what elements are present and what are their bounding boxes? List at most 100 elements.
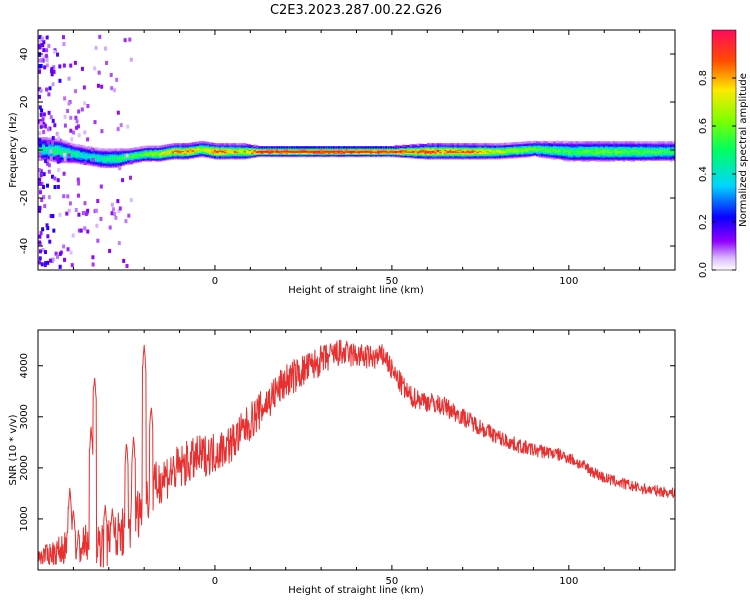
heatmap-noise-cell [91,255,95,260]
heatmap-cell [649,141,653,144]
heatmap-noise-cell [45,58,49,63]
heatmap-cell [186,143,190,146]
heatmap-noise-cell [45,183,49,188]
heatmap-noise-cell [83,226,87,231]
heatmap-cell [142,145,145,149]
heatmap-noise-cell [46,140,50,145]
heatmap-noise-cell [38,138,42,143]
spectrogram-ytick-label: -20 [19,190,30,206]
heatmap-noise-cell [47,110,51,115]
snr-ytick-label: 3000 [19,404,30,429]
heatmap-cell [290,146,294,149]
heatmap-noise-cell [45,223,49,228]
heatmap-cell [659,141,663,144]
heatmap-cell [308,146,311,149]
heatmap-noise-cell [53,123,57,128]
heatmap-cell [166,144,170,147]
heatmap-noise-cell [38,240,42,245]
heatmap-cell [672,141,675,144]
heatmap-noise-cell [51,257,55,262]
heatmap-cell [555,140,559,143]
heatmap-noise-cell [83,101,87,106]
heatmap-noise-cell [46,226,50,231]
heatmap-noise-cell [58,251,62,256]
heatmap-cell [50,137,53,141]
spectrogram-ytick-label: -40 [19,238,30,254]
heatmap-cell [330,146,333,149]
heatmap-noise-cell [116,127,120,132]
heatmap-noise-cell [47,163,51,168]
heatmap-noise-cell [105,60,109,65]
heatmap-cell [132,147,135,150]
heatmap-cell [481,143,484,146]
colorbar-tick-label: 0.6 [698,118,709,134]
heatmap-cell [189,142,192,146]
heatmap-noise-cell [53,185,57,190]
heatmap-cell [612,141,616,144]
heatmap-noise-cell [115,77,119,82]
heatmap-noise-cell [114,215,118,220]
heatmap-cell [315,146,318,149]
heatmap-noise-cell [63,152,67,157]
heatmap-cell [146,145,150,148]
heatmap-cell [585,141,588,144]
heatmap-cell [543,141,546,144]
heatmap-noise-cell [45,63,49,68]
heatmap-cell [303,146,306,149]
heatmap-noise-cell [126,124,130,129]
heatmap-cell [632,141,635,144]
heatmap-noise-cell [39,88,43,93]
heatmap-noise-cell [38,131,42,136]
snr-panel: 0 50 100 1000 2000 3000 4000 Height of straigh… [8,329,676,596]
snr-ylabel: SNR (10 * v/v) [8,414,19,485]
heatmap-noise-cell [97,70,101,75]
heatmap-cell [513,142,517,145]
heatmap-cell [592,141,596,144]
heatmap-noise-cell [70,137,74,142]
heatmap-noise-cell [44,250,48,255]
heatmap-noise-cell [69,115,73,120]
heatmap-cell [573,141,576,144]
heatmap-cell [218,143,222,146]
heatmap-noise-cell [71,233,75,238]
heatmap-cell [94,147,98,150]
heatmap-cell [357,146,360,149]
heatmap-cell [382,146,385,149]
heatmap-noise-cell [38,181,42,186]
heatmap-noise-cell [74,89,78,94]
heatmap-noise-cell [38,143,42,148]
heatmap-noise-cell [117,209,121,214]
heatmap-noise-cell [42,195,46,200]
heatmap-noise-cell [47,92,51,97]
snr-xtick-label: 0 [212,576,218,587]
heatmap-noise-cell [128,37,132,42]
heatmap-cell [97,147,100,151]
heatmap-cell [669,141,673,144]
heatmap-noise-cell [52,228,56,233]
heatmap-noise-cell [58,264,62,269]
heatmap-noise-cell [38,151,42,156]
heatmap-cell [397,145,400,148]
heatmap-noise-cell [50,72,54,77]
heatmap-cell [243,143,247,146]
heatmap-noise-cell [55,131,59,136]
heatmap-noise-cell [49,155,53,160]
heatmap-cell [374,146,378,149]
heatmap-cell [402,144,405,148]
heatmap-noise-cell [108,225,112,230]
heatmap-noise-cell [38,119,42,124]
heatmap-cell [119,148,123,151]
heatmap-noise-cell [43,123,47,128]
heatmap-cell [496,143,499,146]
heatmap-noise-cell [40,181,44,186]
colorbar-gradient [711,29,737,271]
heatmap-noise-cell [93,66,97,71]
heatmap-noise-cell [46,161,50,166]
heatmap-noise-cell [68,201,72,206]
heatmap-cell [387,146,390,149]
heatmap-cell [199,141,202,144]
heatmap-noise-cell [75,125,79,130]
heatmap-cell [436,143,440,146]
heatmap-noise-cell [38,187,42,192]
heatmap-noise-cell [94,208,98,213]
